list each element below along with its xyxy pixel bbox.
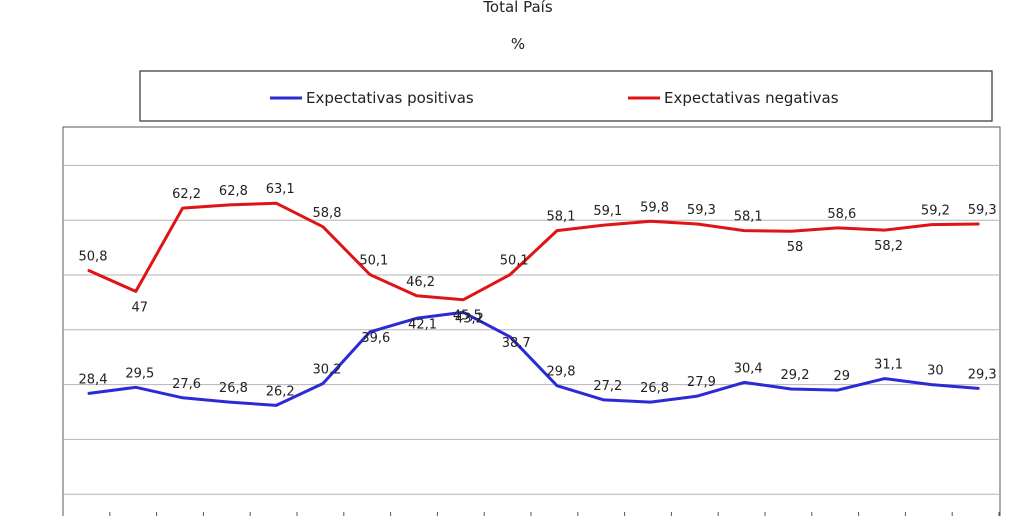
data-label: 30,2 bbox=[313, 363, 342, 378]
data-label: 38,7 bbox=[502, 336, 531, 351]
data-label: 46,2 bbox=[406, 275, 435, 290]
data-label: 42,1 bbox=[408, 317, 437, 332]
data-label: 28,4 bbox=[79, 372, 108, 387]
legend-label-positive: Expectativas positivas bbox=[306, 89, 474, 107]
data-label: 27,9 bbox=[687, 375, 716, 390]
series-line-negative bbox=[87, 201, 980, 302]
data-label: 50,8 bbox=[79, 250, 108, 265]
data-label: 59,1 bbox=[593, 204, 622, 219]
data-label: 50,1 bbox=[500, 254, 529, 269]
data-label: 26,8 bbox=[640, 381, 669, 396]
data-label: 59,3 bbox=[968, 203, 997, 218]
gridlines bbox=[63, 164, 1000, 495]
legend: Expectativas positivas Expectativas nega… bbox=[139, 70, 993, 122]
data-label: 27,2 bbox=[593, 379, 622, 394]
data-label: 39,6 bbox=[361, 331, 390, 346]
data-label: 58,6 bbox=[827, 207, 856, 222]
data-label: 58 bbox=[787, 240, 804, 255]
data-label: 58,1 bbox=[734, 210, 763, 225]
data-label: 26,8 bbox=[219, 381, 248, 396]
data-label: 29,3 bbox=[968, 367, 997, 382]
data-label: 45,5 bbox=[453, 309, 482, 324]
data-label: 29,5 bbox=[125, 366, 154, 381]
plot-area bbox=[62, 126, 1001, 516]
data-label: 63,1 bbox=[266, 182, 295, 197]
data-label: 29 bbox=[834, 369, 851, 384]
chart-subtitle: % bbox=[511, 35, 525, 53]
data-label: 30,4 bbox=[734, 361, 763, 376]
legend-label-negative: Expectativas negativas bbox=[664, 89, 839, 107]
data-label: 58,8 bbox=[313, 206, 342, 221]
data-label: 27,6 bbox=[172, 377, 201, 392]
series-layer: 28,4 29,5 27,6 26,8 26,2 30,2 39,6 42,1 43,2 38,7… bbox=[79, 182, 997, 407]
x-axis-ticks bbox=[62, 512, 1000, 516]
data-label: 29,2 bbox=[781, 368, 810, 383]
data-label: 50,1 bbox=[359, 254, 388, 269]
data-label: 58,2 bbox=[874, 239, 903, 254]
data-label: 29,8 bbox=[547, 365, 576, 380]
chart-title: Total País bbox=[482, 0, 553, 16]
data-label: 59,3 bbox=[687, 203, 716, 218]
legend-box bbox=[139, 70, 993, 122]
data-label: 47 bbox=[132, 300, 149, 315]
data-label: 26,2 bbox=[266, 384, 295, 399]
data-label: 62,8 bbox=[219, 184, 248, 199]
data-label: 43,2 bbox=[455, 311, 484, 326]
data-label: 58,1 bbox=[547, 210, 576, 225]
data-label: 59,2 bbox=[921, 204, 950, 219]
data-label: 62,2 bbox=[172, 187, 201, 202]
data-label: 31,1 bbox=[874, 358, 903, 373]
series-line-positive bbox=[87, 310, 980, 407]
data-label: 59,8 bbox=[640, 200, 669, 215]
data-label: 30 bbox=[927, 364, 944, 379]
